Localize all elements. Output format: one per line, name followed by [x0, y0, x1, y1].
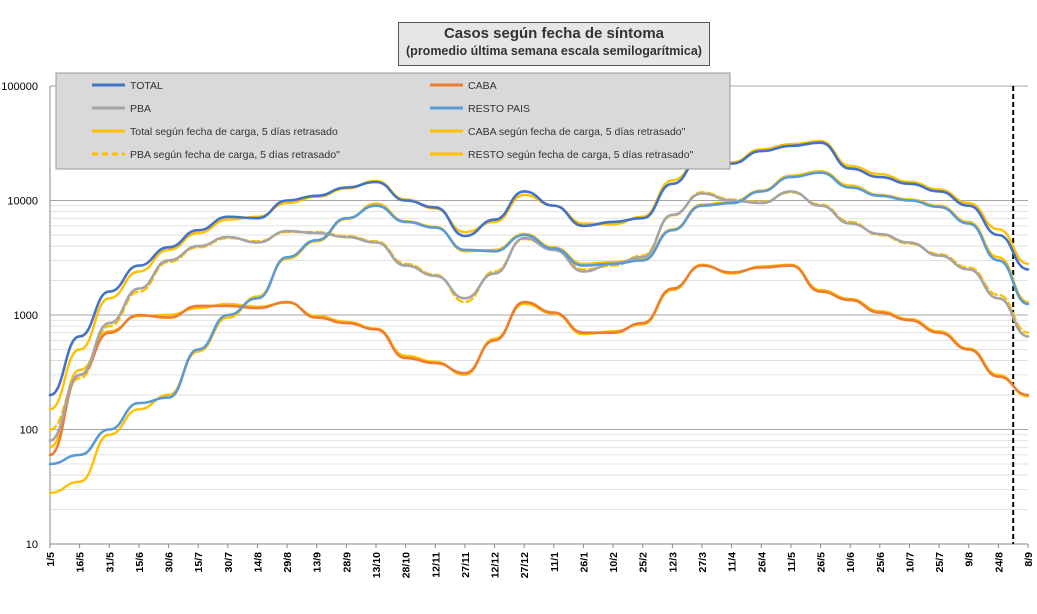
x-tick-label: 27/11	[460, 552, 472, 578]
legend-label: CABA	[468, 80, 497, 92]
x-tick-label: 30/6	[164, 552, 176, 573]
y-tick-label: 1000	[14, 310, 38, 322]
x-tick-label: 28/9	[341, 552, 353, 573]
legend-label: CABA según fecha de carga, 5 días retras…	[468, 126, 686, 138]
legend-label: Total según fecha de carga, 5 días retra…	[130, 126, 338, 138]
x-tick-label: 11/1	[549, 552, 561, 572]
x-tick-label: 27/12	[519, 552, 531, 578]
y-tick-label: 10	[26, 539, 38, 551]
x-tick-label: 29/8	[282, 552, 294, 573]
x-tick-label: 25/6	[875, 552, 887, 573]
series-line	[48, 141, 1030, 397]
x-tick-label: 12/3	[667, 552, 679, 573]
x-tick-label: 1/5	[45, 552, 57, 567]
x-tick-label: 25/7	[934, 552, 946, 573]
legend-label: RESTO PAIS	[468, 103, 530, 115]
x-tick-label: 10/2	[608, 552, 620, 573]
x-tick-label: 15/6	[134, 552, 146, 573]
x-tick-label: 11/4	[727, 552, 739, 572]
x-tick-label: 10/6	[845, 552, 857, 573]
legend-box	[55, 72, 731, 170]
x-tick-label: 26/4	[756, 552, 768, 573]
y-tick-label: 100000	[1, 81, 38, 93]
x-tick-label: 11/5	[786, 552, 798, 572]
chart-title-box: Casos según fecha de síntoma (promedio ú…	[398, 22, 710, 66]
legend-label: RESTO según fecha de carga, 5 días retra…	[468, 149, 694, 161]
x-tick-label: 16/5	[75, 552, 87, 573]
legend-label: TOTAL	[130, 80, 163, 92]
chart-title: Casos según fecha de síntoma	[443, 25, 665, 42]
series-line	[48, 171, 1030, 466]
x-tick-label: 30/7	[223, 552, 235, 573]
x-tick-label: 26/5	[816, 552, 828, 573]
x-tick-label: 12/11	[430, 552, 442, 578]
x-tick-label: 13/9	[312, 552, 324, 573]
x-tick-label: 15/7	[193, 552, 205, 573]
x-tick-label: 25/2	[638, 552, 650, 573]
x-tick-label: 12/12	[490, 552, 502, 578]
x-tick-label: 8/9	[1023, 552, 1035, 567]
x-tick-label: 14/8	[252, 552, 264, 573]
x-tick-label: 9/8	[964, 552, 976, 567]
y-tick-label: 100	[20, 425, 38, 437]
series-line	[48, 190, 1030, 442]
series-line	[48, 139, 1030, 411]
x-tick-label: 26/1	[578, 552, 590, 573]
chart-subtitle: (promedio última semana escala semilogar…	[406, 44, 702, 58]
x-tick-label: 28/10	[401, 552, 413, 578]
legend-label: PBA	[130, 103, 151, 115]
y-tick-label: 10000	[7, 196, 38, 208]
x-tick-label: 27/3	[697, 552, 709, 573]
x-tick-label: 24/8	[993, 552, 1005, 573]
x-tick-label: 13/10	[371, 552, 383, 578]
series-line	[48, 264, 1030, 457]
x-tick-label: 10/7	[904, 552, 916, 573]
legend-label: PBA según fecha de carga, 5 días retrasa…	[130, 149, 340, 161]
x-tick-label: 31/5	[104, 552, 116, 573]
